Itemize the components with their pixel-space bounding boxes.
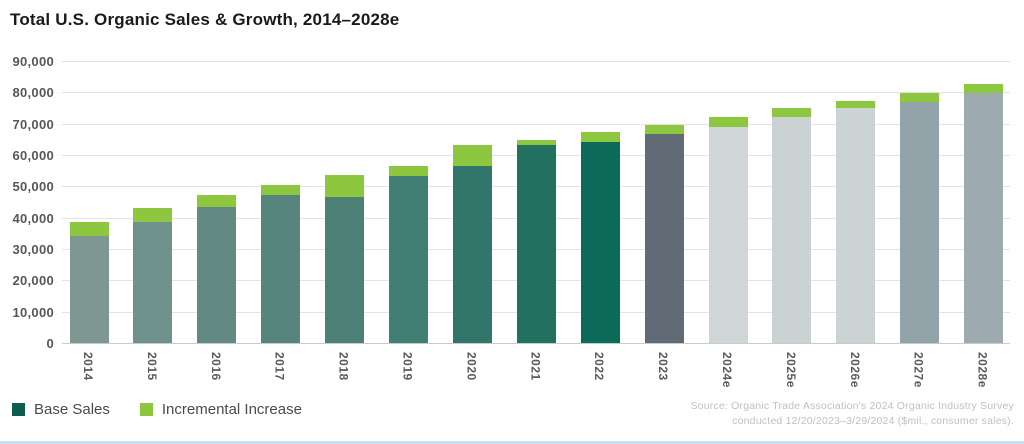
chart-legend: Base Sales Incremental Increase <box>12 401 302 418</box>
bar-segment-incremental-2027e <box>900 92 940 102</box>
x-axis-tick-label: 2016 <box>208 352 223 381</box>
bar-segment-incremental-2021 <box>516 139 556 145</box>
y-axis-tick-label: 40,000 <box>12 210 54 226</box>
incremental-increase-swatch-icon <box>139 403 153 416</box>
bar-segment-base-2022 <box>580 141 620 343</box>
plot-area <box>62 61 1010 344</box>
bar-segment-incremental-2023 <box>644 124 684 134</box>
y-axis-tick-label: 20,000 <box>12 273 54 289</box>
gridline <box>62 92 1010 94</box>
legend-item-incremental-increase: Incremental Increase <box>139 401 302 418</box>
bar-segment-incremental-2019 <box>389 166 428 176</box>
x-axis-tick-label: 2023 <box>656 352 671 381</box>
bar-segment-base-2023 <box>644 133 684 343</box>
x-axis-tick-label: 2025e <box>783 352 798 388</box>
legend-label: Base Sales <box>34 401 110 418</box>
x-axis-tick-label: 2017 <box>272 352 287 381</box>
bar-segment-base-2026e <box>836 108 876 343</box>
bar-segment-incremental-2022 <box>580 132 620 142</box>
bar-segment-base-2019 <box>389 175 428 343</box>
x-axis-tick-label: 2028e <box>975 352 990 388</box>
legend-item-base-sales: Base Sales <box>12 401 110 418</box>
x-axis-tick-label: 2015 <box>144 352 159 381</box>
source-line-1: Source: Organic Trade Association's 2024… <box>690 400 1014 412</box>
bar-segment-incremental-2026e <box>836 100 876 109</box>
bar-segment-incremental-2028e <box>964 84 1004 94</box>
bar-segment-incremental-2017 <box>261 185 301 195</box>
bar-segment-base-2015 <box>133 222 173 343</box>
bar-segment-base-2028e <box>964 93 1004 343</box>
bar-segment-incremental-2014 <box>69 222 109 236</box>
chart-title: Total U.S. Organic Sales & Growth, 2014–… <box>10 10 400 29</box>
bottom-accent-bar <box>0 441 1024 444</box>
gridline <box>62 61 1010 62</box>
bar-segment-incremental-2024e <box>708 117 748 127</box>
bar-segment-incremental-2015 <box>133 207 173 223</box>
bar-segment-base-2027e <box>900 101 940 343</box>
source-line-2: conducted 12/20/2023–3/29/2024 ($mil., c… <box>732 415 1014 428</box>
legend-label: Incremental Increase <box>161 401 302 418</box>
bar-segment-base-2017 <box>261 194 301 343</box>
bar-segment-base-2014 <box>69 235 109 343</box>
x-axis: 2014 2015 2016 2017 2018 2019 2020 2021 2022 2023… <box>62 350 1010 398</box>
source-note: Source: Organic Trade Association's 2024… <box>690 399 1014 429</box>
x-axis-tick-label: 2014 <box>81 352 95 381</box>
x-axis-tick-label: 2027e <box>911 352 926 388</box>
bar-segment-base-2018 <box>325 197 365 343</box>
y-axis-tick-label: 60,000 <box>12 148 54 163</box>
y-axis: 0 10,000 20,000 30,000 40,000 50,000 60,000 70,… <box>0 54 54 351</box>
x-axis-tick-label: 2020 <box>464 352 479 381</box>
y-axis-tick-label: 0 <box>46 336 54 351</box>
x-axis-baseline <box>62 343 1010 344</box>
y-axis-tick-label: 90,000 <box>12 54 54 69</box>
x-axis-tick-label: 2018 <box>336 352 351 381</box>
y-axis-tick-label: 50,000 <box>12 179 54 195</box>
x-axis-tick-label: 2022 <box>592 352 607 381</box>
bar-segment-base-2024e <box>708 126 748 343</box>
bar-segment-incremental-2025e <box>772 108 812 118</box>
x-axis-tick-label: 2024e <box>720 352 734 388</box>
bar-segment-incremental-2018 <box>325 174 365 197</box>
bar-segment-base-2016 <box>197 207 237 343</box>
y-axis-tick-label: 10,000 <box>12 304 54 320</box>
base-sales-swatch-icon <box>12 403 25 416</box>
bar-segment-incremental-2016 <box>197 194 237 208</box>
x-axis-tick-label: 2021 <box>528 352 543 381</box>
x-axis-tick-label: 2019 <box>400 352 415 381</box>
y-axis-tick-label: 30,000 <box>12 242 54 257</box>
bar-segment-incremental-2020 <box>452 144 492 167</box>
bar-segment-base-2021 <box>516 144 556 343</box>
y-axis-tick-label: 70,000 <box>12 116 54 132</box>
x-axis-tick-label: 2026e <box>847 352 862 388</box>
y-axis-tick-label: 80,000 <box>12 85 54 101</box>
bar-segment-base-2025e <box>772 117 812 343</box>
gridline <box>62 123 1010 125</box>
bar-segment-base-2020 <box>452 166 492 343</box>
